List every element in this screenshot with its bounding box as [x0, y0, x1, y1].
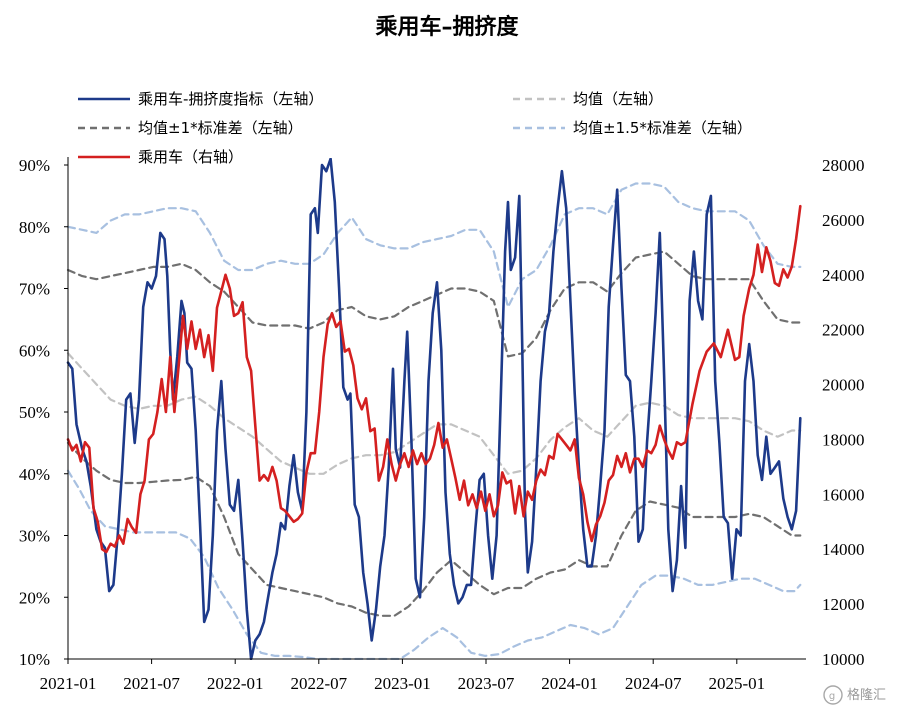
right-tick-label: 18000: [822, 430, 865, 449]
series-line-3: [66, 441, 802, 617]
legend-label: 均值（左轴）: [573, 90, 663, 108]
watermark: g 格隆汇: [823, 685, 886, 705]
series-line-1: [66, 352, 802, 475]
right-tick-label: 14000: [822, 540, 865, 559]
right-tick-label: 26000: [822, 211, 865, 230]
legend-label: 乘用车（右轴）: [138, 148, 243, 166]
right-tick-label: 16000: [822, 485, 865, 504]
left-tick-label: 40%: [19, 465, 50, 484]
legend-label: 均值±1.5*标准差（左轴）: [573, 119, 752, 137]
right-tick-label: 10000: [822, 650, 865, 669]
right-tick-label: 12000: [822, 595, 865, 614]
series-line-0: [66, 158, 802, 660]
right-tick-label: 22000: [822, 321, 865, 340]
x-tick-label: 2021-07: [123, 674, 180, 693]
chart-title: 乘用车–拥挤度: [374, 14, 519, 40]
right-tick-label: 24000: [822, 266, 865, 285]
left-tick-label: 60%: [19, 341, 50, 360]
series-line-5: [66, 469, 802, 660]
left-tick-label: 70%: [19, 280, 50, 299]
left-tick-label: 10%: [19, 650, 50, 669]
right-tick-label: 20000: [822, 376, 865, 395]
x-tick-label: 2022-07: [290, 674, 347, 693]
series-line-4: [66, 182, 802, 309]
x-tick-label: 2021-01: [40, 674, 97, 693]
x-tick-label: 2025-01: [708, 674, 765, 693]
series-group: [66, 158, 802, 660]
series-line-6: [66, 204, 802, 554]
watermark-logo-mark: g: [829, 691, 835, 702]
legend-label: 均值±1*标准差（左轴）: [138, 119, 303, 137]
left-tick-label: 20%: [19, 588, 50, 607]
x-tick-label: 2023-01: [374, 674, 431, 693]
x-tick-label: 2024-01: [541, 674, 598, 693]
x-tick-label: 2024-07: [625, 674, 682, 693]
left-tick-label: 80%: [19, 218, 50, 237]
left-tick-label: 30%: [19, 527, 50, 546]
x-tick-label: 2022-01: [207, 674, 264, 693]
axes-group: 10% 20% 30% 40% 50% 60% 70% 80% 90% 10000 12000 140…: [19, 156, 865, 693]
legend-label: 乘用车-拥挤度指标（左轴）: [138, 90, 323, 108]
left-tick-label: 50%: [19, 403, 50, 422]
x-tick-label: 2023-07: [458, 674, 515, 693]
watermark-text: 格隆汇: [847, 687, 886, 703]
watermark-logo-icon: [823, 685, 843, 705]
legend: 乘用车-拥挤度指标（左轴） 均值（左轴） 均值±1*标准差（左轴） 均值±1.5*标准…: [78, 90, 752, 166]
right-tick-label: 28000: [822, 156, 865, 175]
left-tick-label: 90%: [19, 156, 50, 175]
